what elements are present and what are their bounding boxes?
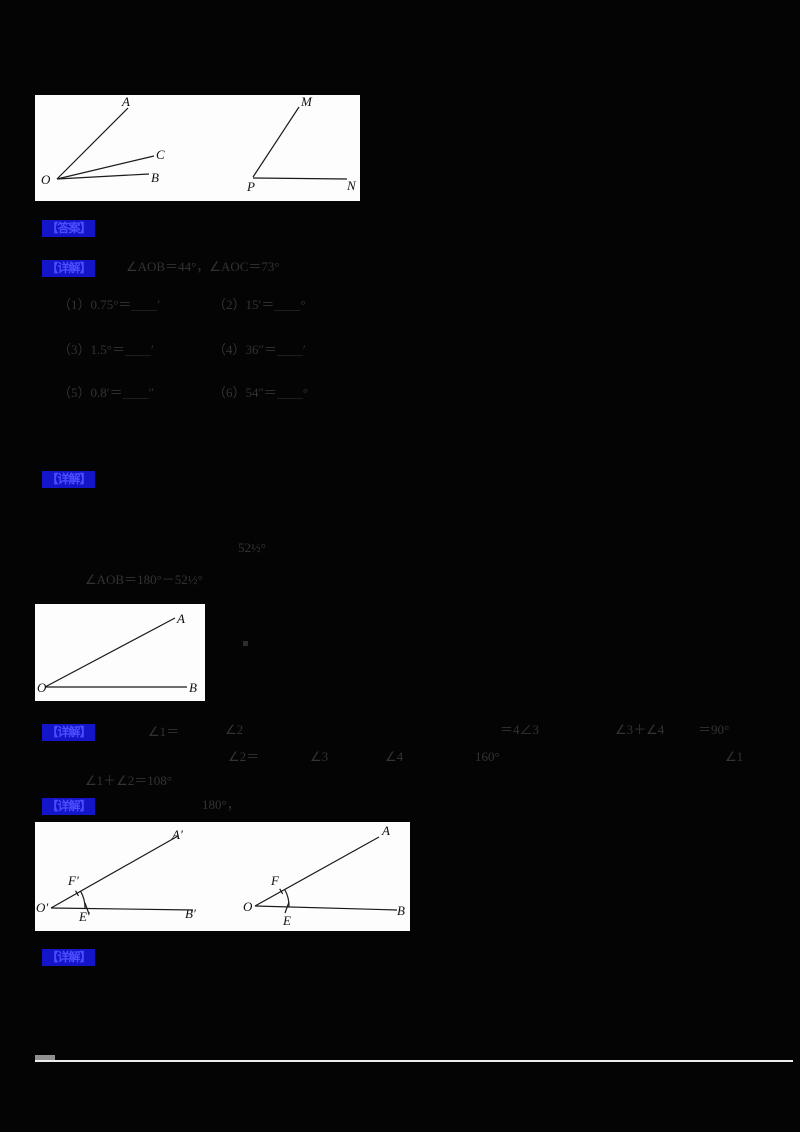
label-point-A-prime: A′	[171, 827, 183, 842]
label-point-M: M	[300, 95, 313, 109]
faint-eq-90: ＝90°	[698, 722, 730, 737]
faint-eq-4angle3: ＝4∠3	[500, 722, 540, 737]
label-point-B-prime: B′	[185, 906, 196, 921]
ray-OpBp	[50, 907, 194, 911]
faint-160deg: 160°	[475, 749, 500, 764]
label-point-B: B	[189, 680, 197, 695]
figure1-svg: A C O B M P N	[41, 95, 357, 194]
label-point-A: A	[121, 95, 130, 109]
ray-PN	[252, 177, 348, 180]
faint-angle3-4: ∠3＋∠4	[615, 722, 665, 737]
ray-OB	[254, 905, 398, 911]
footer-left-nub	[35, 1055, 55, 1061]
tick-Ep	[84, 902, 90, 915]
label-point-F: F	[270, 873, 280, 888]
label-point-E: E	[282, 913, 291, 928]
faint-item-1-left: （1）0.75°＝＿＿′	[58, 297, 161, 312]
faint-180deg: 180°，	[202, 797, 240, 812]
ray-OB	[56, 173, 150, 180]
label-point-A: A	[176, 611, 185, 626]
faint-angle1: ∠1	[725, 749, 744, 764]
tick-E	[284, 901, 290, 914]
ray-OA	[44, 617, 176, 688]
figure-angles-OACB-PMN: A C O B M P N	[35, 95, 360, 201]
faint-angle4: ∠4	[385, 749, 404, 764]
ray-OA	[56, 107, 129, 180]
faint-angle3: ∠3	[310, 749, 329, 764]
figure-angle-OAB: A O B	[35, 604, 205, 701]
ray-OC	[56, 155, 155, 180]
answer-chip-1: 【答案】	[42, 220, 95, 237]
label-point-B: B	[397, 903, 405, 918]
solution-chip-6: 【详解】	[42, 949, 95, 966]
label-point-O: O	[243, 899, 253, 914]
footer-rule-line	[35, 1060, 793, 1062]
faint-aob-equation: ∠AOB＝180°－52½°	[85, 572, 203, 587]
faint-math-fragment: ∠AOB＝44°，∠AOC＝73°	[126, 259, 280, 274]
label-point-O-prime: O′	[36, 900, 48, 915]
faint-period-dot	[243, 641, 248, 646]
label-point-C: C	[156, 147, 165, 162]
ray-OA	[254, 836, 380, 907]
ray-PM	[252, 106, 300, 178]
faint-angle1-eq: ∠1＝	[148, 724, 180, 739]
figure2-svg: A O B	[37, 611, 197, 695]
ray-OpAp	[50, 835, 179, 909]
label-point-B: B	[151, 170, 159, 185]
faint-angle2-eq: ∠2＝	[228, 749, 260, 764]
label-point-O: O	[37, 680, 47, 695]
label-point-N: N	[346, 178, 357, 193]
label-point-O: O	[41, 172, 51, 187]
figure-construction-copy-angle: O′ A′ B′ F′ E′ O A B F E	[35, 822, 410, 931]
faint-sum-108: ∠1＋∠2＝108°	[85, 773, 173, 788]
faint-angle2: ∠2	[225, 722, 244, 737]
faint-item-3-right: （6）54″＝＿＿°	[213, 385, 309, 400]
label-point-F-prime: F′	[67, 873, 79, 888]
tick-Fp	[74, 890, 80, 897]
label-point-P: P	[246, 179, 255, 194]
label-point-E-prime: E′	[78, 909, 90, 924]
arc-right	[284, 889, 290, 908]
figure3-svg: O′ A′ B′ F′ E′ O A B F E	[36, 823, 405, 928]
solution-chip-4: 【详解】	[42, 724, 95, 741]
arc-left	[80, 890, 86, 910]
solution-chip-2: 【详解】	[42, 260, 95, 277]
label-point-A: A	[381, 823, 390, 838]
faint-item-3-left: （5）0.8′＝＿＿″	[58, 385, 155, 400]
solution-chip-3: 【详解】	[42, 471, 95, 488]
faint-half-degree: 52½°	[238, 540, 266, 555]
faint-item-2-right: （4）36″＝＿＿′	[213, 342, 306, 357]
solution-chip-5: 【详解】	[42, 798, 95, 815]
faint-item-1-right: （2）15′＝＿＿°	[213, 297, 306, 312]
faint-item-2-left: （3）1.5°＝＿＿′	[58, 342, 154, 357]
tick-F	[279, 888, 284, 895]
